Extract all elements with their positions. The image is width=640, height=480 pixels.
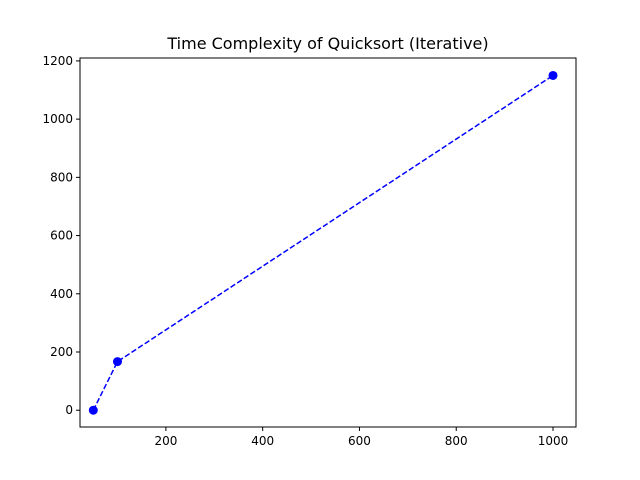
data-point: [88, 405, 98, 415]
y-tick-label: 1000: [42, 112, 73, 126]
chart-title: Time Complexity of Quicksort (Iterative): [166, 34, 488, 53]
plot-area: 200 400 600 800 1000 0 200 400 600 800 1000 1200: [42, 54, 577, 448]
y-tick-label: 600: [50, 229, 73, 243]
data-point: [113, 357, 123, 367]
x-tick-label: 600: [348, 434, 371, 448]
x-tick-label: 200: [154, 434, 177, 448]
axes-frame: [79, 57, 577, 428]
y-tick-label: 0: [65, 403, 73, 417]
x-tick-label: 1000: [538, 434, 569, 448]
y-tick-label: 200: [50, 345, 73, 359]
x-tick-label: 800: [445, 434, 468, 448]
y-tick-label: 1200: [42, 54, 73, 68]
y-tick-label: 400: [50, 287, 73, 301]
series-line: [92, 74, 554, 411]
x-tick-label: 400: [251, 434, 274, 448]
y-tick-label: 800: [50, 170, 73, 184]
data-point: [548, 70, 558, 80]
